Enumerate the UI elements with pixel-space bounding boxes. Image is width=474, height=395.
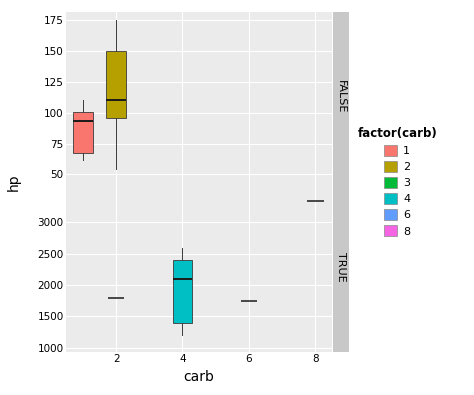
X-axis label: carb: carb [183,370,215,384]
Text: TRUE: TRUE [336,252,346,281]
Text: hp: hp [7,173,21,190]
Bar [173,260,192,323]
Text: FALSE: FALSE [336,80,346,113]
Bar [106,51,126,118]
Legend: 1, 2, 3, 4, 6, 8: 1, 2, 3, 4, 6, 8 [354,124,440,240]
Bar [73,111,93,153]
